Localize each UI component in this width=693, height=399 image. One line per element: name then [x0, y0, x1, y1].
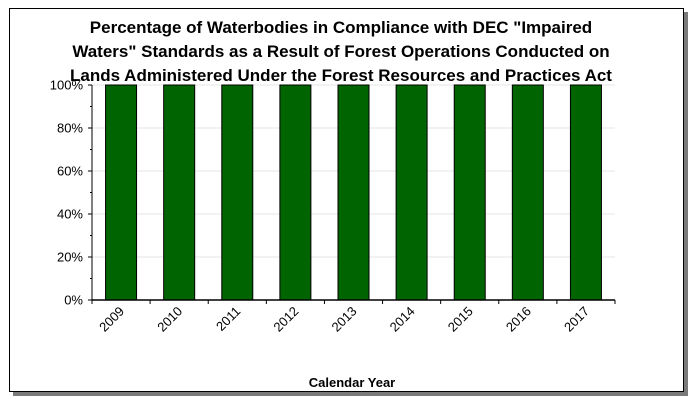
- chart-title: Percentage of Waterbodies in Compliance …: [70, 18, 612, 85]
- x-tick-label: 2010: [154, 304, 185, 335]
- y-tick-label: 20%: [57, 250, 83, 265]
- bar-2013: [337, 84, 370, 301]
- x-tick-label: 2014: [387, 304, 418, 335]
- bar-2009: [105, 84, 138, 301]
- x-tick-label: 2009: [96, 304, 127, 335]
- x-axis-ticks: 2009 2010 2011 2012 2013 2014 2015 2016 2017: [91, 300, 616, 335]
- bar-2017: [569, 84, 602, 301]
- chart-title-line: Percentage of Waterbodies in Compliance …: [90, 18, 592, 37]
- x-tick-label: 2011: [213, 304, 243, 334]
- y-tick-label: 40%: [57, 207, 83, 222]
- bar-chart: Percentage of Waterbodies in Compliance …: [50, 18, 616, 390]
- bars: [105, 84, 602, 301]
- y-tick-label: 0%: [64, 293, 83, 308]
- bar-2015: [453, 84, 486, 301]
- x-tick-label: 2013: [329, 304, 360, 335]
- x-axis-label: Calendar Year: [309, 375, 395, 390]
- chart-title-line: Waters" Standards as a Result of Forest …: [72, 42, 609, 61]
- y-tick-label: 80%: [57, 121, 83, 136]
- bar-2014: [395, 84, 428, 301]
- x-tick-label: 2016: [503, 304, 534, 335]
- chart-title-line: Lands Administered Under the Forest Reso…: [70, 66, 612, 85]
- y-axis-ticks: 0% 20% 40% 60% 80% 100%: [50, 78, 92, 308]
- x-tick-label: 2012: [270, 304, 301, 335]
- y-tick-label: 60%: [57, 164, 83, 179]
- y-tick-label: 100%: [50, 78, 84, 93]
- chart-frame: Percentage of Waterbodies in Compliance …: [9, 8, 684, 392]
- bar-2016: [511, 84, 544, 301]
- bar-2012: [279, 84, 312, 301]
- x-tick-label: 2017: [561, 304, 592, 335]
- bar-2010: [163, 84, 196, 301]
- x-tick-label: 2015: [445, 304, 476, 335]
- bar-2011: [221, 84, 254, 301]
